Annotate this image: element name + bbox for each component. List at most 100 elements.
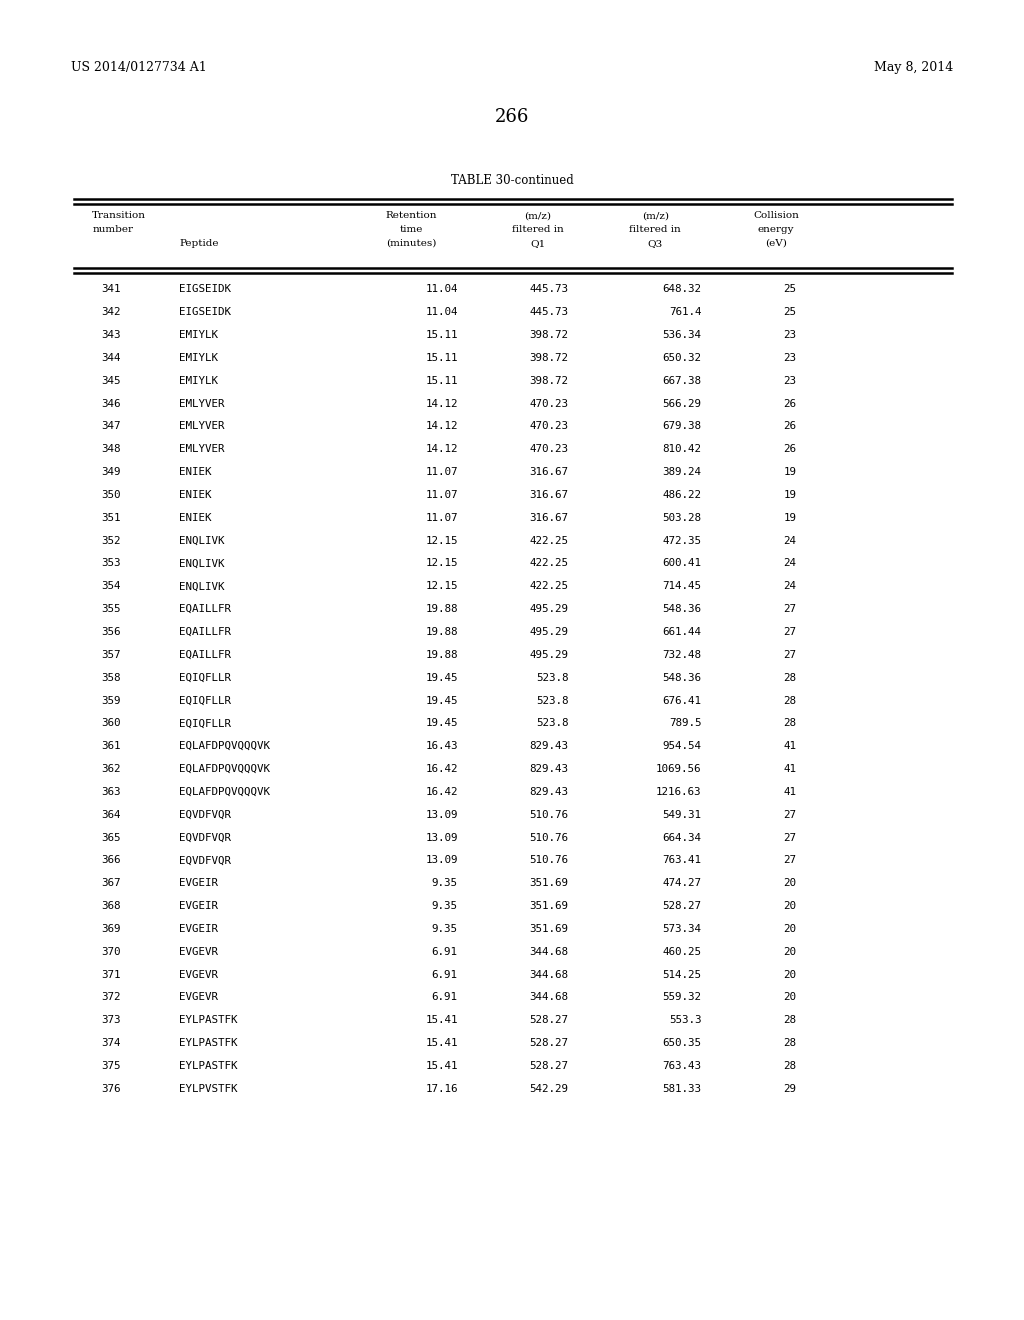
Text: 41: 41	[783, 741, 797, 751]
Text: EMIYLK: EMIYLK	[179, 330, 218, 341]
Text: 495.29: 495.29	[529, 627, 568, 638]
Text: 398.72: 398.72	[529, 352, 568, 363]
Text: 11.07: 11.07	[425, 512, 458, 523]
Text: 19: 19	[783, 490, 797, 500]
Text: 15.11: 15.11	[425, 376, 458, 385]
Text: 375: 375	[101, 1061, 121, 1071]
Text: 27: 27	[783, 855, 797, 866]
Text: ENQLIVK: ENQLIVK	[179, 558, 224, 569]
Text: 503.28: 503.28	[663, 512, 701, 523]
Text: 28: 28	[783, 1038, 797, 1048]
Text: 11.04: 11.04	[425, 308, 458, 317]
Text: 350: 350	[101, 490, 121, 500]
Text: EYLPASTFK: EYLPASTFK	[179, 1061, 238, 1071]
Text: 23: 23	[783, 330, 797, 341]
Text: 344.68: 344.68	[529, 946, 568, 957]
Text: EMLYVER: EMLYVER	[179, 421, 224, 432]
Text: 27: 27	[783, 809, 797, 820]
Text: 352: 352	[101, 536, 121, 545]
Text: 810.42: 810.42	[663, 445, 701, 454]
Text: 6.91: 6.91	[432, 946, 458, 957]
Text: EQAILLFR: EQAILLFR	[179, 627, 231, 638]
Text: 24: 24	[783, 581, 797, 591]
Text: 829.43: 829.43	[529, 764, 568, 774]
Text: 12.15: 12.15	[425, 536, 458, 545]
Text: 676.41: 676.41	[663, 696, 701, 705]
Text: 25: 25	[783, 285, 797, 294]
Text: 26: 26	[783, 421, 797, 432]
Text: Transition: Transition	[92, 211, 146, 220]
Text: 510.76: 510.76	[529, 833, 568, 842]
Text: EMIYLK: EMIYLK	[179, 376, 218, 385]
Text: EIGSEIDK: EIGSEIDK	[179, 285, 231, 294]
Text: 351.69: 351.69	[529, 902, 568, 911]
Text: 11.07: 11.07	[425, 467, 458, 477]
Text: 523.8: 523.8	[536, 718, 568, 729]
Text: EVGEIR: EVGEIR	[179, 902, 218, 911]
Text: 366: 366	[101, 855, 121, 866]
Text: 650.35: 650.35	[663, 1038, 701, 1048]
Text: filtered in: filtered in	[630, 224, 681, 234]
Text: Collision: Collision	[754, 211, 799, 220]
Text: 6.91: 6.91	[432, 993, 458, 1002]
Text: 495.29: 495.29	[529, 605, 568, 614]
Text: EVGEVR: EVGEVR	[179, 969, 218, 979]
Text: 581.33: 581.33	[663, 1084, 701, 1094]
Text: 661.44: 661.44	[663, 627, 701, 638]
Text: (minutes): (minutes)	[386, 239, 437, 248]
Text: 789.5: 789.5	[669, 718, 701, 729]
Text: 510.76: 510.76	[529, 855, 568, 866]
Text: 714.45: 714.45	[663, 581, 701, 591]
Text: 367: 367	[101, 878, 121, 888]
Text: 20: 20	[783, 946, 797, 957]
Text: US 2014/0127734 A1: US 2014/0127734 A1	[71, 61, 207, 74]
Text: 528.27: 528.27	[663, 902, 701, 911]
Text: EVGEVR: EVGEVR	[179, 993, 218, 1002]
Text: 12.15: 12.15	[425, 558, 458, 569]
Text: 474.27: 474.27	[663, 878, 701, 888]
Text: EQLAFDPQVQQQVK: EQLAFDPQVQQQVK	[179, 741, 270, 751]
Text: (m/z): (m/z)	[524, 211, 551, 220]
Text: 364: 364	[101, 809, 121, 820]
Text: 763.41: 763.41	[663, 855, 701, 866]
Text: 422.25: 422.25	[529, 536, 568, 545]
Text: 19.45: 19.45	[425, 673, 458, 682]
Text: 351: 351	[101, 512, 121, 523]
Text: 369: 369	[101, 924, 121, 933]
Text: EQIQFLLR: EQIQFLLR	[179, 696, 231, 705]
Text: 11.07: 11.07	[425, 490, 458, 500]
Text: 679.38: 679.38	[663, 421, 701, 432]
Text: 371: 371	[101, 969, 121, 979]
Text: 348: 348	[101, 445, 121, 454]
Text: 648.32: 648.32	[663, 285, 701, 294]
Text: 11.04: 11.04	[425, 285, 458, 294]
Text: 351.69: 351.69	[529, 924, 568, 933]
Text: 316.67: 316.67	[529, 467, 568, 477]
Text: 24: 24	[783, 558, 797, 569]
Text: 25: 25	[783, 308, 797, 317]
Text: 353: 353	[101, 558, 121, 569]
Text: ENIEK: ENIEK	[179, 467, 212, 477]
Text: 20: 20	[783, 993, 797, 1002]
Text: 549.31: 549.31	[663, 809, 701, 820]
Text: 28: 28	[783, 1015, 797, 1026]
Text: EVGEIR: EVGEIR	[179, 878, 218, 888]
Text: 344.68: 344.68	[529, 993, 568, 1002]
Text: 12.15: 12.15	[425, 581, 458, 591]
Text: 356: 356	[101, 627, 121, 638]
Text: 41: 41	[783, 764, 797, 774]
Text: EYLPASTFK: EYLPASTFK	[179, 1038, 238, 1048]
Text: 29: 29	[783, 1084, 797, 1094]
Text: 1216.63: 1216.63	[656, 787, 701, 797]
Text: 14.12: 14.12	[425, 421, 458, 432]
Text: 600.41: 600.41	[663, 558, 701, 569]
Text: 19: 19	[783, 512, 797, 523]
Text: 363: 363	[101, 787, 121, 797]
Text: 761.4: 761.4	[669, 308, 701, 317]
Text: 28: 28	[783, 696, 797, 705]
Text: 398.72: 398.72	[529, 376, 568, 385]
Text: 365: 365	[101, 833, 121, 842]
Text: 398.72: 398.72	[529, 330, 568, 341]
Text: 27: 27	[783, 627, 797, 638]
Text: ENQLIVK: ENQLIVK	[179, 581, 224, 591]
